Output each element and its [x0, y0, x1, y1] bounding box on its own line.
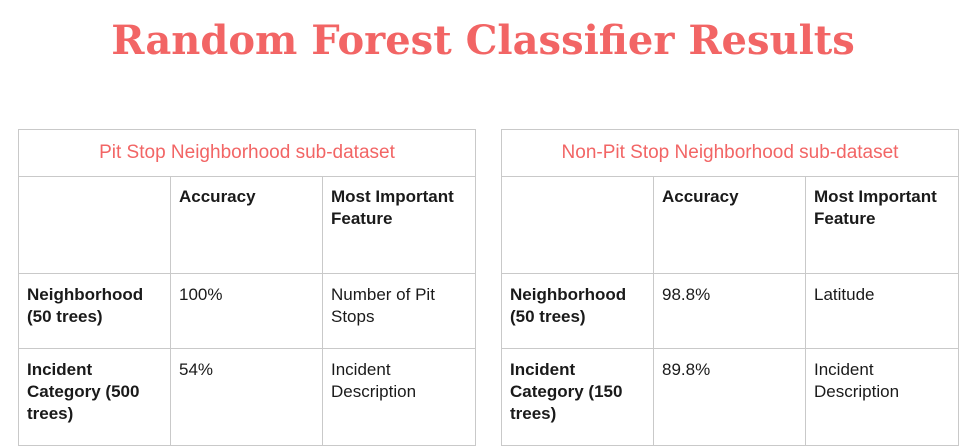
- table-row: Incident Category (150 trees) 89.8% Inci…: [502, 349, 959, 446]
- table-header-row: Accuracy Most Important Feature: [502, 177, 959, 274]
- row-label: Incident Category (500 trees): [19, 349, 171, 446]
- header-cell-accuracy: Accuracy: [171, 177, 323, 274]
- row-label: Neighborhood (50 trees): [19, 274, 171, 349]
- accuracy-cell: 100%: [171, 274, 323, 349]
- accuracy-cell: 98.8%: [654, 274, 806, 349]
- header-cell-feature: Most Important Feature: [806, 177, 959, 274]
- table-header-row: Accuracy Most Important Feature: [19, 177, 476, 274]
- table-row: Incident Category (500 trees) 54% Incide…: [19, 349, 476, 446]
- feature-cell: Latitude: [806, 274, 959, 349]
- table-caption: Pit Stop Neighborhood sub-dataset: [19, 130, 476, 177]
- header-cell-blank: [19, 177, 171, 274]
- row-label: Incident Category (150 trees): [502, 349, 654, 446]
- header-cell-feature: Most Important Feature: [323, 177, 476, 274]
- results-table-pit-stop: Pit Stop Neighborhood sub-dataset Accura…: [18, 129, 476, 446]
- results-table-non-pit-stop: Non-Pit Stop Neighborhood sub-dataset Ac…: [501, 129, 959, 446]
- page-title: Random Forest Classifier Results: [0, 14, 966, 68]
- header-cell-blank: [502, 177, 654, 274]
- table-caption: Non-Pit Stop Neighborhood sub-dataset: [502, 130, 959, 177]
- table-row: Neighborhood (50 trees) 98.8% Latitude: [502, 274, 959, 349]
- feature-cell: Number of Pit Stops: [323, 274, 476, 349]
- header-cell-accuracy: Accuracy: [654, 177, 806, 274]
- feature-cell: Incident Description: [323, 349, 476, 446]
- table-row: Neighborhood (50 trees) 100% Number of P…: [19, 274, 476, 349]
- accuracy-cell: 54%: [171, 349, 323, 446]
- accuracy-cell: 89.8%: [654, 349, 806, 446]
- feature-cell: Incident Description: [806, 349, 959, 446]
- row-label: Neighborhood (50 trees): [502, 274, 654, 349]
